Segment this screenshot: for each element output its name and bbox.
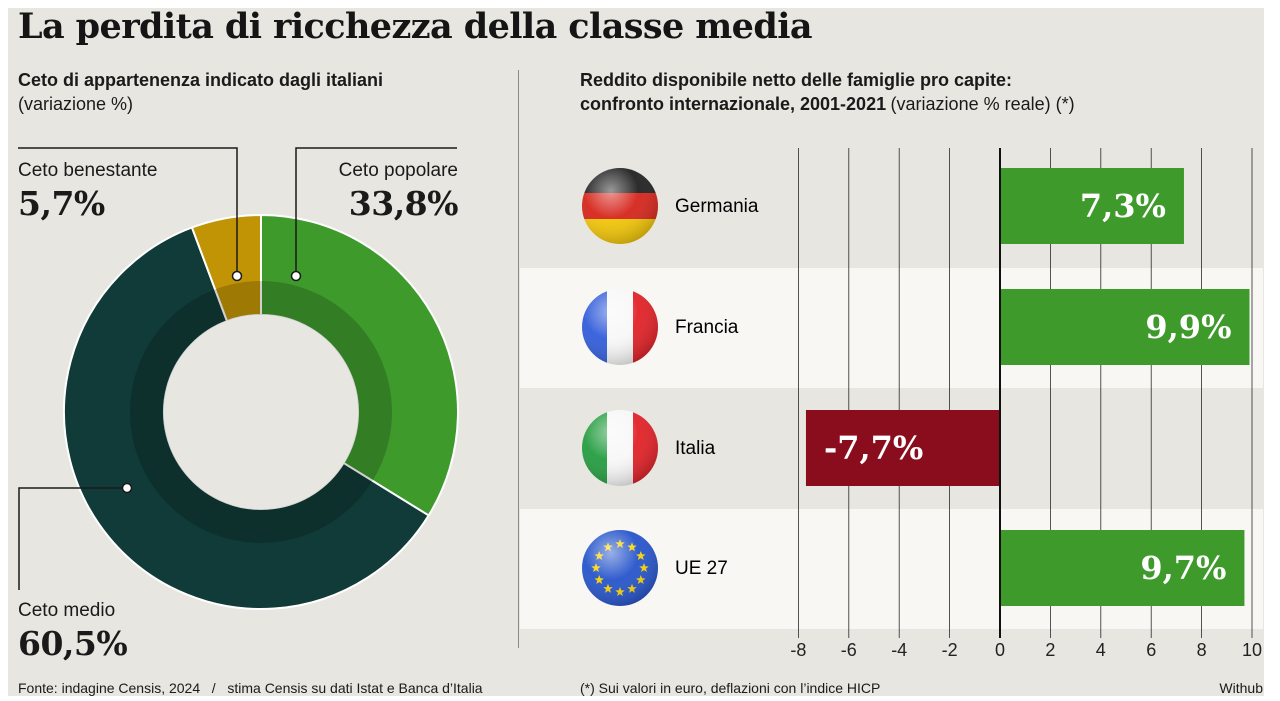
right-subtitle: Reddito disponibile netto delle famiglie…	[580, 68, 1075, 118]
left-subtitle-main: Ceto di appartenenza indicato dagli ital…	[18, 70, 384, 90]
estimate-text: stima Censis su dati Istat e Banca d’Ita…	[227, 680, 483, 696]
bar-value-label: 7,3%	[1080, 187, 1166, 225]
popolare-label: Ceto popolare	[338, 160, 458, 181]
panel-divider	[518, 70, 519, 648]
x-tick-label: 4	[1096, 640, 1106, 660]
country-label-italia: Italia	[675, 438, 716, 459]
donut-inner-shadow	[130, 281, 392, 543]
france-flag-icon	[582, 289, 658, 365]
donut-hole	[164, 315, 358, 509]
right-subtitle-line1: Reddito disponibile netto delle famiglie…	[580, 70, 1013, 90]
medio-dot	[121, 482, 133, 494]
left-subtitle: Ceto di appartenenza indicato dagli ital…	[18, 68, 383, 116]
medio-value: 60,5%	[18, 624, 128, 663]
x-tick-label: 10	[1242, 640, 1262, 660]
page-title: La perdita di ricchezza della classe med…	[18, 6, 813, 47]
popolare-value: 33,8%	[348, 184, 459, 223]
right-subtitle-line2: confronto internazionale, 2001-2021	[580, 94, 887, 114]
bar-germania	[1001, 168, 1184, 244]
x-tick-label: -8	[790, 640, 806, 660]
source-text: Fonte: indagine Censis, 2024	[18, 680, 201, 696]
bar-ue-27	[1001, 530, 1245, 606]
medio-leader	[18, 487, 127, 590]
benestante-label: Ceto benestante	[18, 160, 158, 181]
bar-value-label: 9,7%	[1140, 549, 1226, 587]
x-tick-label: 6	[1146, 640, 1156, 660]
italy-flag-icon	[582, 410, 658, 486]
x-tick-label: 2	[1045, 640, 1055, 660]
popolare-leader	[295, 147, 457, 276]
eu-flag-icon	[582, 530, 658, 606]
x-tick-label: 8	[1197, 640, 1207, 660]
x-tick-label: -4	[891, 640, 907, 660]
source-separator: /	[211, 680, 216, 696]
footer-source: Fonte: indagine Censis, 2024 / stima Cen…	[18, 680, 483, 696]
x-tick-label: 0	[995, 640, 1005, 660]
germany-flag-icon	[582, 168, 658, 244]
footer-credit: Withub	[1219, 680, 1263, 696]
x-tick-label: -2	[942, 640, 958, 660]
x-tick-labels: -8 -6 -4 -2 0 2 4 6 8 10	[790, 640, 1262, 660]
country-label-ue27: UE 27	[675, 558, 728, 579]
footer-note: (*) Sui valori in euro, deflazioni con l…	[580, 680, 881, 696]
country-label-francia: Francia	[675, 317, 739, 338]
leader-dots	[121, 270, 302, 494]
donut-chart	[63, 213, 459, 610]
benestante-dot	[231, 270, 243, 282]
medio-label: Ceto medio	[18, 600, 116, 621]
bar-francia	[1001, 289, 1250, 365]
popolare-dot	[290, 270, 302, 282]
right-subtitle-unit: (variazione % reale) (*)	[890, 94, 1075, 114]
benestante-value: 5,7%	[18, 184, 105, 223]
donut-leaders	[18, 147, 457, 590]
left-subtitle-unit: (variazione %)	[18, 94, 134, 114]
bars: 7,3% 9,9% -7,7% 9,7%	[805, 168, 1250, 606]
x-tick-label: -6	[841, 640, 857, 660]
benestante-leader	[18, 147, 238, 276]
bar-value-label: -7,7%	[824, 429, 923, 467]
country-label-germania: Germania	[675, 196, 759, 217]
bar-value-label: 9,9%	[1145, 308, 1231, 346]
bar-italia	[805, 410, 1000, 486]
